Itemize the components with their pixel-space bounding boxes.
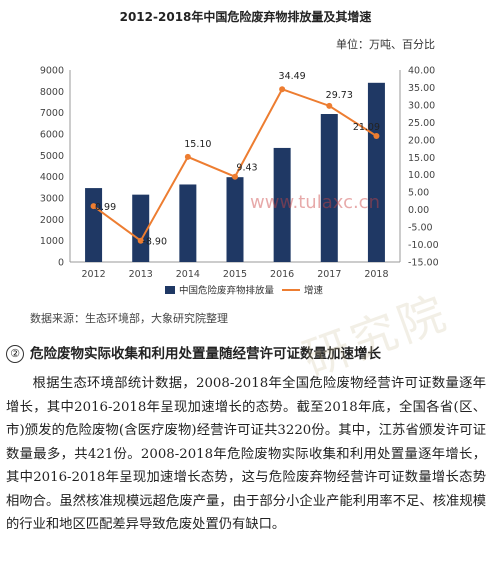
bar: [226, 177, 244, 262]
growth-point: [232, 173, 238, 180]
right-tick-label: -15.00: [408, 258, 439, 269]
x-tick-label: 2017: [317, 269, 341, 280]
growth-point: [137, 237, 144, 244]
x-tick-label: 2012: [81, 269, 105, 280]
data-label: 9.43: [236, 163, 257, 174]
x-tick-label: 2014: [176, 269, 200, 280]
right-tick-label: 5.00: [408, 188, 429, 199]
x-tick-label: 2016: [270, 269, 294, 280]
data-label: 0.99: [95, 202, 116, 213]
x-tick-label: 2013: [129, 269, 153, 280]
left-tick-label: 4000: [40, 172, 64, 183]
section-heading-text: 危险废物实际收集和利用处置量随经营许可证数量加速增长: [30, 346, 381, 362]
right-tick-label: -10.00: [408, 240, 439, 251]
right-tick-label: 10.00: [408, 170, 435, 181]
right-tick-label: 35.00: [408, 83, 435, 94]
right-tick-label: 40.00: [408, 66, 435, 77]
left-tick-label: 5000: [40, 151, 64, 162]
data-label: 21.09: [353, 122, 380, 133]
right-tick-label: 15.00: [408, 153, 435, 164]
data-label: -8.90: [142, 237, 167, 248]
watermark-url: www.tulaxc.cn: [250, 192, 380, 213]
growth-point: [279, 86, 286, 93]
growth-point: [184, 153, 191, 160]
left-tick-label: 3000: [40, 194, 64, 205]
right-tick-label: -5.00: [408, 223, 433, 234]
section-heading: ② 危险废物实际收集和利用处置量随经营许可证数量加速增长: [6, 342, 381, 363]
left-tick-label: 6000: [40, 130, 64, 141]
growth-point: [326, 102, 333, 109]
x-tick-label: 2018: [364, 269, 388, 280]
right-tick-label: 0.00: [408, 205, 429, 216]
data-label: 15.10: [184, 139, 211, 150]
growth-point: [90, 203, 97, 210]
growth-point: [373, 133, 380, 140]
chart-title: 2012-2018年中国危险废弃物排放量及其增速: [119, 10, 372, 24]
section-number: ②: [6, 345, 24, 363]
left-tick-label: 9000: [40, 66, 64, 77]
bar: [367, 82, 385, 262]
bar: [132, 194, 150, 262]
unit-label: 单位：万吨、百分比: [336, 38, 435, 51]
legend-label: 增速: [304, 285, 324, 297]
bar: [179, 184, 197, 262]
source-note: 数据来源：生态环境部，大象研究院整理: [30, 312, 228, 325]
right-tick-label: 30.00: [408, 100, 435, 111]
x-tick-label: 2015: [223, 269, 247, 280]
body-paragraph: 根据生态环境部统计数据，2008-2018年全国危险废物经营许可证数量逐年增长，…: [6, 376, 486, 532]
left-tick-label: 0: [58, 258, 64, 269]
data-label: 34.49: [279, 71, 306, 82]
legend-swatch-bars: [165, 286, 175, 294]
left-tick-label: 1000: [40, 236, 64, 247]
right-tick-label: 25.00: [408, 118, 435, 129]
bar: [273, 147, 291, 262]
bar: [85, 188, 103, 262]
bar: [320, 114, 338, 262]
data-label: 29.73: [326, 90, 353, 101]
left-tick-label: 8000: [40, 87, 64, 98]
right-tick-label: 20.00: [408, 135, 435, 146]
left-tick-label: 2000: [40, 215, 64, 226]
combo-chart: 0 1000 2000 3000 4000 5000 6000 7000 8000 9000 -15…: [40, 66, 439, 297]
left-tick-label: 7000: [40, 108, 64, 119]
legend-label: 中国危险废弃物排放量: [179, 285, 275, 297]
